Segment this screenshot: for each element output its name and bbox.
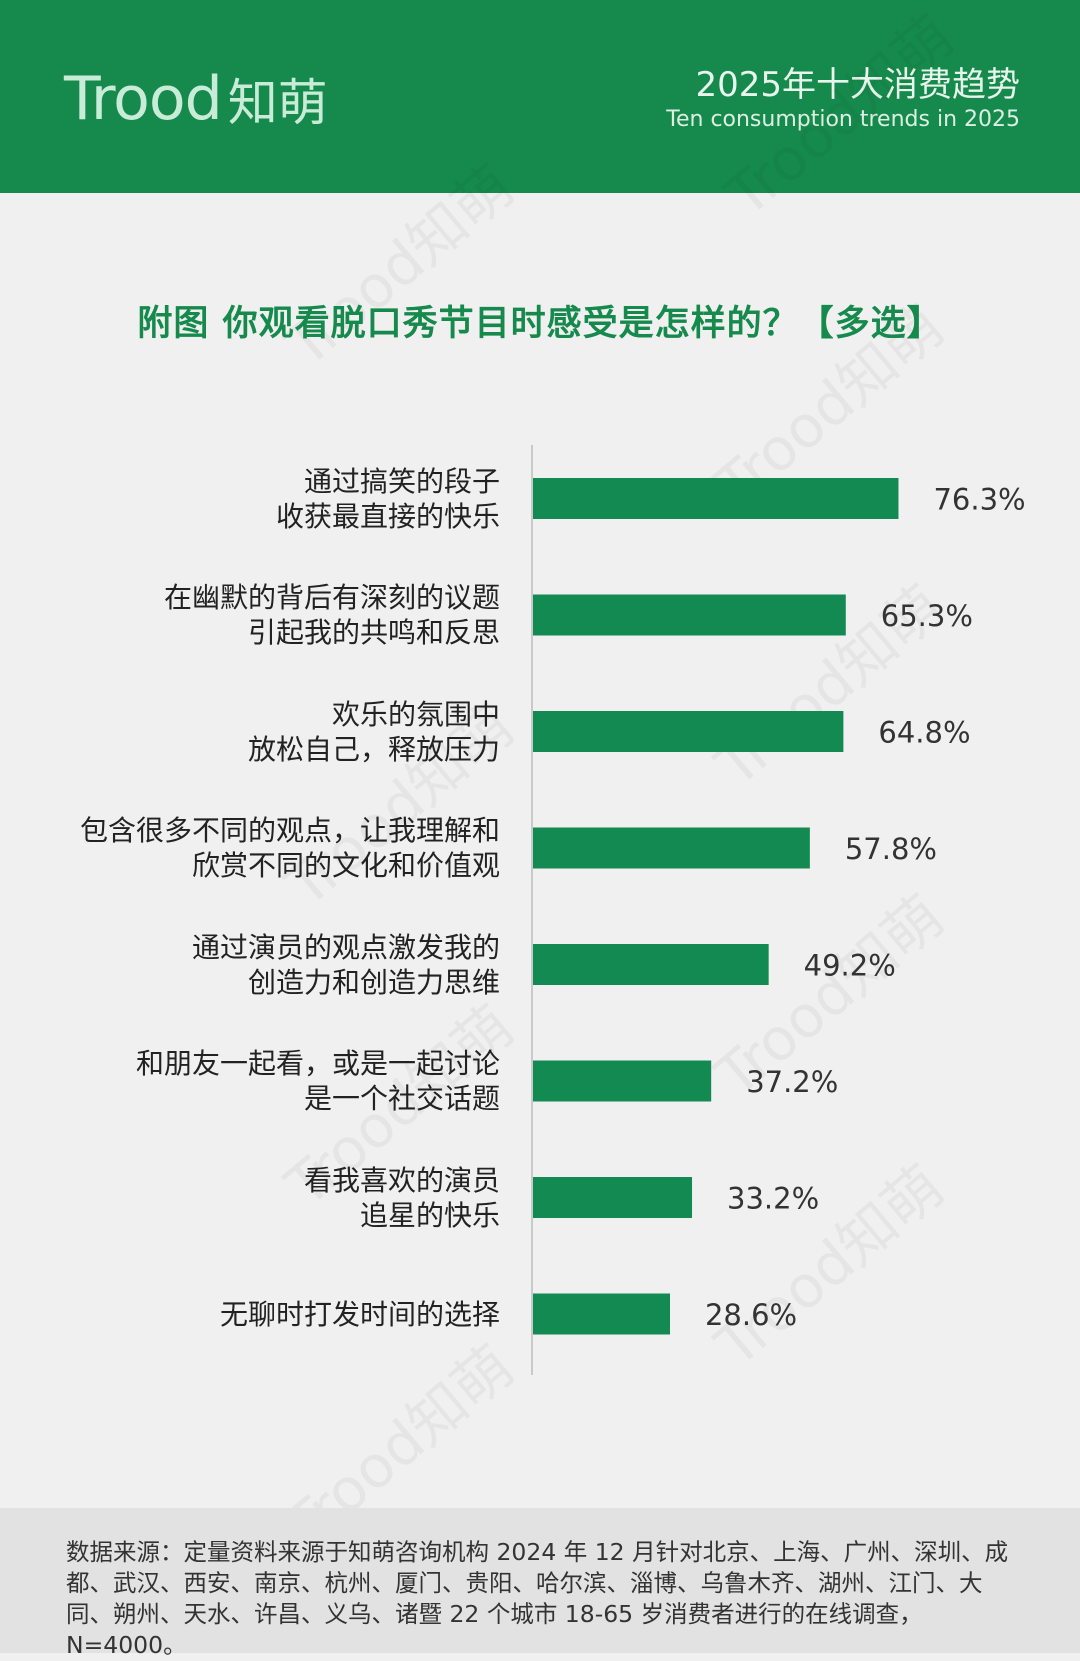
data-label: 37.2% bbox=[746, 1065, 838, 1099]
category-label: 通过搞笑的段子 收获最直接的快乐 bbox=[0, 464, 500, 534]
bar-chart: 76.3% 65.3% 64.8% 57.8% 49.2% 37.2% 33.2% 28.6% bbox=[531, 445, 1026, 1375]
bar bbox=[533, 1177, 693, 1218]
report-title-block: 2025年十大消费趋势 Ten consumption trends in 20… bbox=[666, 64, 1020, 134]
data-source-note: 数据来源：定量资料来源于知萌咨询机构 2024 年 12 月针对北京、上海、广州… bbox=[66, 1538, 1009, 1659]
category-label-line: 无聊时打发时间的选择 bbox=[219, 1297, 500, 1331]
data-label: 28.6% bbox=[705, 1298, 797, 1332]
bar bbox=[533, 478, 899, 519]
report-title: 2025年十大消费趋势 bbox=[695, 65, 1020, 105]
bar bbox=[533, 1293, 670, 1335]
footer-band bbox=[0, 1508, 1080, 1653]
header-banner: Trood 知萌 2025年十大消费趋势 Ten consumption tre… bbox=[0, 0, 1080, 193]
data-label: 33.2% bbox=[727, 1182, 819, 1216]
category-label-line: 看我喜欢的演员 bbox=[303, 1163, 500, 1197]
category-label-line: 放松自己，释放压力 bbox=[247, 732, 500, 766]
category-label: 无聊时打发时间的选择 bbox=[0, 1297, 500, 1332]
bar bbox=[533, 944, 769, 985]
category-label: 欢乐的氛围中 放松自己，释放压力 bbox=[0, 697, 500, 767]
category-label: 在幽默的背后有深刻的议题 引起我的共鸣和反思 bbox=[0, 580, 500, 650]
category-label-line: 通过搞笑的段子 bbox=[303, 464, 500, 498]
category-label-line: 和朋友一起看，或是一起讨论 bbox=[135, 1047, 500, 1080]
category-label-line: 创造力和创造力思维 bbox=[247, 965, 500, 999]
data-label: 65.3% bbox=[881, 599, 973, 633]
category-label-line: 引起我的共鸣和反思 bbox=[247, 616, 500, 649]
bar bbox=[533, 711, 844, 752]
logo-cjk-text: 知萌 bbox=[227, 74, 328, 132]
category-label-line: 包含很多不同的观点，让我理解和 bbox=[79, 814, 500, 847]
bar bbox=[533, 594, 846, 636]
data-label: 76.3% bbox=[933, 483, 1025, 517]
chart-title: 附图 你观看脱口秀节目时感受是怎样的？【多选】 bbox=[137, 304, 943, 344]
category-label-line: 收获最直接的快乐 bbox=[275, 499, 500, 533]
category-label-line: 欢乐的氛围中 bbox=[331, 697, 500, 731]
category-label-line: 通过演员的观点激发我的 bbox=[191, 930, 500, 964]
brand-logo: Trood 知萌 bbox=[64, 64, 328, 134]
bar bbox=[533, 827, 810, 869]
logo-latin-text: Trood bbox=[64, 64, 223, 134]
category-label-line: 欣赏不同的文化和价值观 bbox=[191, 849, 500, 882]
data-label: 49.2% bbox=[804, 949, 896, 983]
report-subtitle: Ten consumption trends in 2025 bbox=[666, 107, 1020, 132]
category-label: 看我喜欢的演员 追星的快乐 bbox=[0, 1163, 500, 1233]
category-label: 和朋友一起看，或是一起讨论 是一个社交话题 bbox=[0, 1046, 500, 1116]
category-label-line: 在幽默的背后有深刻的议题 bbox=[163, 581, 500, 614]
category-label-line: 是一个社交话题 bbox=[303, 1082, 500, 1115]
category-label-line: 追星的快乐 bbox=[359, 1198, 500, 1232]
category-label: 通过演员的观点激发我的 创造力和创造力思维 bbox=[0, 930, 500, 1000]
data-label: 64.8% bbox=[878, 716, 970, 750]
data-label: 57.8% bbox=[845, 832, 937, 866]
category-label: 包含很多不同的观点，让我理解和 欣赏不同的文化和价值观 bbox=[0, 813, 500, 883]
bar bbox=[533, 1060, 712, 1102]
